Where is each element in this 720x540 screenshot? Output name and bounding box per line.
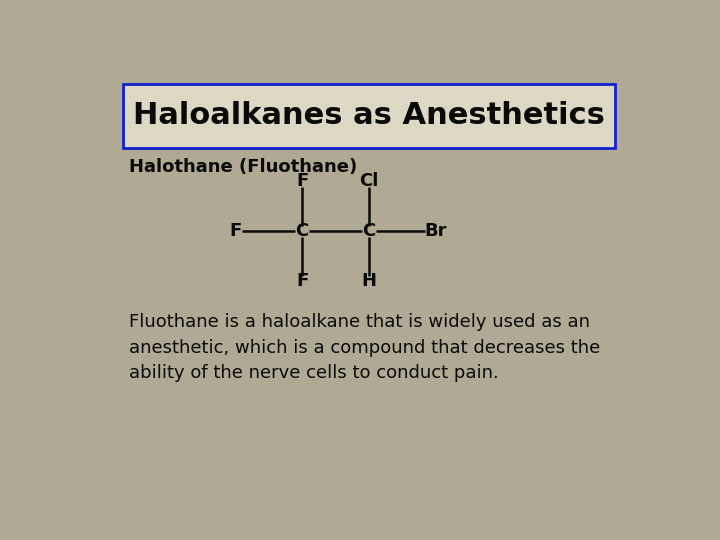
Text: C: C (362, 222, 376, 240)
Text: Fluothane is a haloalkane that is widely used as an
anesthetic, which is a compo: Fluothane is a haloalkane that is widely… (129, 313, 600, 382)
Text: Haloalkanes as Anesthetics: Haloalkanes as Anesthetics (133, 101, 605, 130)
Text: H: H (361, 272, 377, 290)
Text: Halothane (Fluothane): Halothane (Fluothane) (129, 158, 357, 176)
Text: F: F (296, 172, 308, 190)
Text: F: F (296, 272, 308, 290)
Text: C: C (295, 222, 309, 240)
FancyBboxPatch shape (124, 84, 615, 148)
Text: F: F (229, 222, 241, 240)
Text: Br: Br (425, 222, 447, 240)
Text: Cl: Cl (359, 172, 379, 190)
